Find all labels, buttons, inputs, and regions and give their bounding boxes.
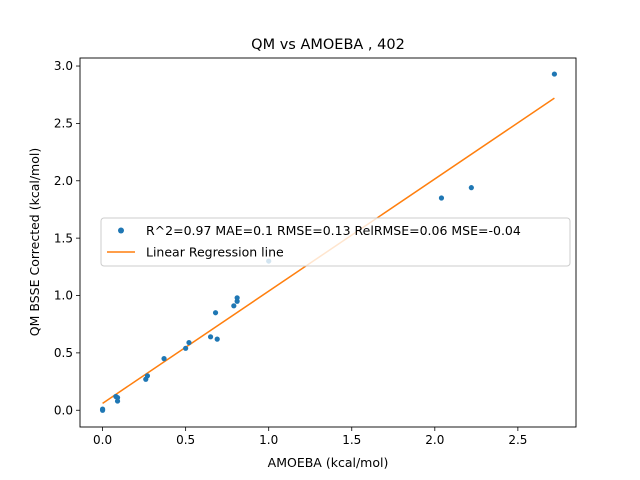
x-tick-label-2: 1.0 [259,433,278,447]
x-axis-label: AMOEBA (kcal/mol) [268,455,389,470]
y-tick-label-5: 2.5 [54,117,73,131]
y-axis-label: QM BSSE Corrected (kcal/mol) [27,148,42,336]
x-tick-label-1: 0.5 [176,433,195,447]
y-tick-label-6: 3.0 [54,59,73,73]
data-point-17 [438,195,445,201]
chart-title: QM vs AMOEBA , 402 [251,37,405,53]
y-tick-label-3: 1.5 [54,231,73,245]
plot-area: 0.0 0.5 1.0 1.5 2.0 2.5 0.0 0.5 1.0 1.5 2.0 2.5 3.0 [54,57,577,447]
data-point-4 [113,393,119,400]
legend-label-scatter: R^2=0.97 MAE=0.1 RMSE=0.13 RelRMSE=0.06 … [146,223,521,238]
data-point-6 [144,373,151,379]
data-point-7 [161,356,167,362]
data-point-18 [468,185,474,191]
legend-label-line: Linear Regression line [146,245,284,260]
x-tick-label-3: 1.5 [342,433,361,447]
x-tick-label-5: 2.5 [508,433,527,447]
legend-box [100,217,571,267]
data-point-13 [231,303,237,309]
data-point-19 [551,71,558,77]
x-tick-label-4: 2.0 [425,433,444,447]
data-point-11 [214,336,220,342]
data-point-10 [207,334,214,340]
legend-marker-scatter [118,227,124,234]
legend: R^2=0.97 MAE=0.1 RMSE=0.13 RelRMSE=0.06 … [100,217,571,267]
data-point-9 [186,339,192,346]
data-point-1 [99,406,106,412]
data-point-15 [234,295,240,301]
y-tick-label-0: 0.0 [54,403,73,417]
y-tick-label-1: 0.5 [54,346,73,360]
data-point-3 [114,398,121,404]
axes-frame [79,57,577,428]
data-point-12 [212,310,219,316]
y-tick-label-2: 1.0 [54,289,73,303]
y-tick-label-4: 2.0 [54,174,73,188]
x-tick-label-0: 0.0 [93,433,112,447]
data-point-8 [183,345,189,351]
